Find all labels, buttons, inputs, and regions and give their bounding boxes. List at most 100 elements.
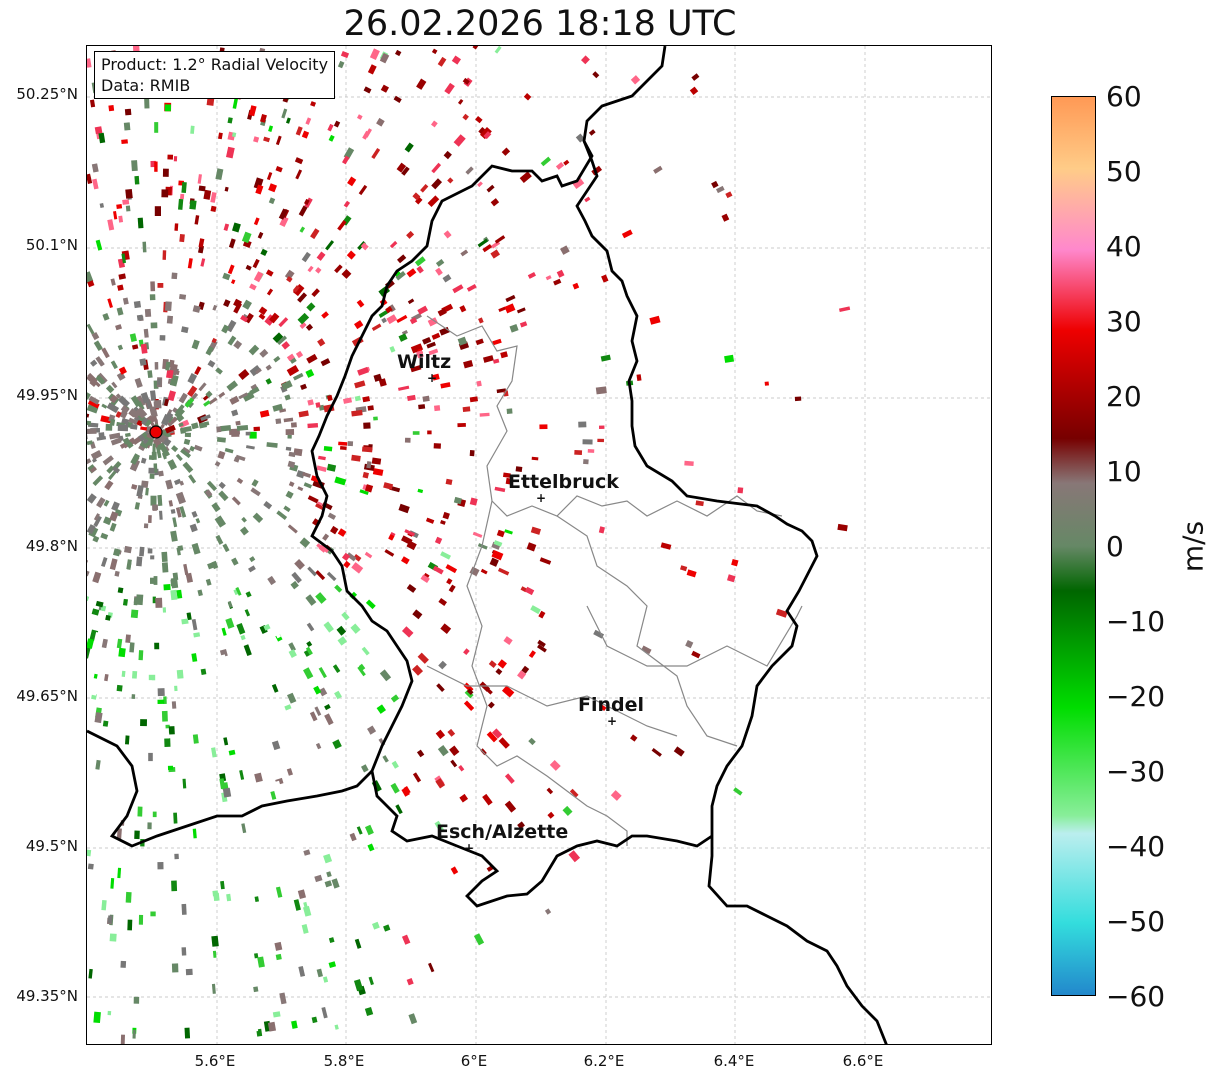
echo-pixel	[111, 381, 118, 389]
echo-pixel	[265, 378, 272, 385]
echo-pixel	[277, 335, 288, 346]
echo-pixel	[465, 166, 474, 175]
echo-pixel	[288, 649, 297, 659]
echo-pixel	[241, 823, 247, 834]
echo-pixel	[170, 509, 176, 514]
echo-pixel	[187, 385, 198, 397]
echo-pixel	[92, 178, 99, 190]
echo-pixel	[294, 559, 305, 570]
echo-pixel	[117, 424, 129, 432]
echo-pixel	[106, 465, 115, 474]
echo-pixel	[253, 1025, 259, 1032]
echo-pixel	[384, 549, 395, 557]
echo-pixel	[288, 642, 297, 652]
echo-pixel	[316, 968, 323, 978]
map-panel[interactable]: + + + +	[86, 45, 992, 1045]
echo-pixel	[431, 48, 438, 55]
echo-pixel	[178, 198, 184, 210]
echo-pixel	[95, 374, 106, 385]
echo-pixel	[228, 238, 236, 249]
echo-pixel	[328, 937, 335, 943]
echo-pixel	[102, 312, 110, 321]
echo-pixel	[407, 298, 415, 305]
city-marker: +	[464, 841, 474, 855]
echo-pixel	[91, 331, 100, 341]
echo-pixel	[165, 361, 171, 371]
echo-pixel	[315, 742, 322, 750]
echo-pixel	[241, 231, 252, 244]
echo-pixel	[87, 412, 90, 418]
echo-pixel	[528, 737, 536, 746]
echo-pixel	[283, 505, 291, 513]
echo-pixel	[417, 305, 429, 315]
echo-pixel	[268, 125, 274, 132]
echo-pixel	[203, 400, 211, 407]
echo-pixel	[469, 497, 478, 506]
echo-pixel	[351, 562, 364, 574]
echo-pixel	[444, 82, 455, 95]
echo-pixel	[91, 608, 100, 616]
echo-pixel	[621, 229, 633, 239]
echo-pixel	[221, 324, 230, 334]
echo-pixel	[493, 540, 503, 547]
echo-pixel	[610, 790, 622, 801]
echo-pixel	[556, 269, 565, 278]
echo-pixel	[125, 205, 131, 212]
echo-pixel	[416, 265, 424, 274]
echo-pixel	[238, 392, 249, 400]
radar-map: + + + +	[87, 46, 991, 1044]
echo-pixel	[165, 479, 174, 490]
echo-pixel	[369, 48, 380, 60]
echo-pixel	[307, 495, 319, 504]
echo-pixel	[87, 638, 95, 649]
echo-pixel	[223, 223, 230, 231]
echo-pixel	[140, 426, 148, 431]
echo-pixel	[124, 545, 132, 554]
echo-pixel	[88, 794, 95, 802]
echo-pixel	[285, 446, 292, 451]
echo-pixel	[569, 788, 579, 798]
echo-pixel	[581, 55, 590, 65]
echo-pixel	[200, 414, 211, 422]
echo-pixel	[364, 484, 374, 493]
echo-pixel	[383, 924, 391, 932]
echo-pixel	[140, 719, 147, 727]
echo-pixel	[170, 579, 176, 587]
echo-pixel	[307, 265, 314, 273]
echo-pixel	[165, 369, 174, 379]
echo-pixel	[412, 192, 421, 201]
echo-pixel	[191, 619, 198, 631]
echo-pixel	[358, 663, 366, 671]
echo-pixel	[291, 571, 302, 584]
echo-pixel	[233, 298, 242, 308]
echo-pixel	[132, 1029, 136, 1039]
echo-pixel	[271, 683, 279, 693]
echo-pixel	[574, 450, 583, 455]
echo-pixel	[263, 623, 271, 631]
echo-pixel	[358, 184, 368, 196]
echo-pixel	[235, 454, 246, 462]
echo-pixel	[211, 747, 217, 758]
echo-pixel	[154, 206, 162, 216]
echo-pixel	[287, 460, 296, 468]
echo-pixel	[315, 592, 327, 604]
echo-pixel	[290, 580, 299, 590]
echo-pixel	[721, 213, 730, 222]
echo-pixel	[334, 476, 347, 486]
echo-pixel	[106, 402, 120, 414]
echo-pixel	[178, 392, 188, 404]
lat-label-7: 49.35°N	[16, 987, 78, 1005]
echo-pixel	[112, 465, 121, 474]
echo-pixel	[87, 420, 92, 426]
echo-pixel	[94, 712, 103, 724]
echo-pixel	[310, 101, 317, 107]
echo-pixel	[211, 935, 219, 947]
echo-pixel	[266, 171, 273, 181]
echo-pixel	[686, 569, 697, 578]
admin-borders	[426, 315, 803, 846]
echo-pixel	[546, 787, 554, 795]
echo-pixel	[109, 558, 118, 571]
echo-pixel	[109, 432, 121, 440]
echo-pixel	[360, 242, 369, 251]
echo-pixel	[163, 887, 169, 894]
